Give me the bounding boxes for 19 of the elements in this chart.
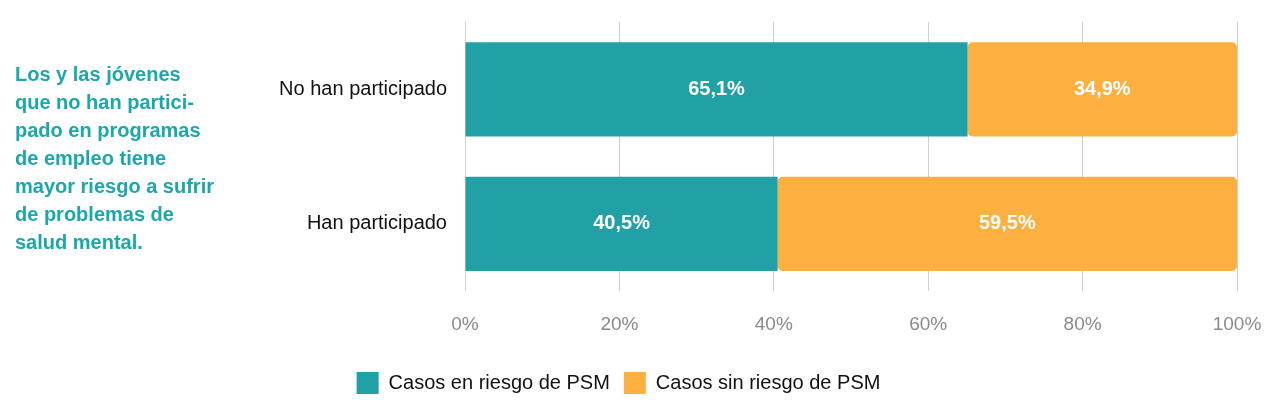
x-tick-label: 40% (754, 312, 793, 334)
x-tick-label: 100% (1212, 312, 1262, 334)
bar (465, 42, 968, 137)
y-tick-label: Han participado (306, 211, 447, 234)
bar (465, 176, 778, 272)
x-tick-label: 20% (600, 312, 639, 334)
x-tick-label: 80% (1063, 312, 1102, 334)
x-tick-label: 0% (451, 312, 479, 334)
x-tick-label: 60% (909, 312, 948, 334)
legend-label: Casos en riesgo de PSM (388, 370, 610, 393)
bar (967, 42, 1237, 137)
data-label: 34,9% (1073, 76, 1131, 99)
legend-label: Casos sin riesgo de PSM (655, 370, 881, 393)
text: Los y las jóvenes que no han partici- pado en programas de empleo tiene mayor riesgo a sufrir de problemas de salud mental. (15, 62, 215, 255)
y-tick-label: No han participado (279, 76, 447, 99)
bar (777, 176, 1237, 272)
data-label: 65,1% (688, 76, 746, 99)
data-label: 59,5% (978, 211, 1036, 234)
data-label: 40,5% (593, 211, 651, 234)
